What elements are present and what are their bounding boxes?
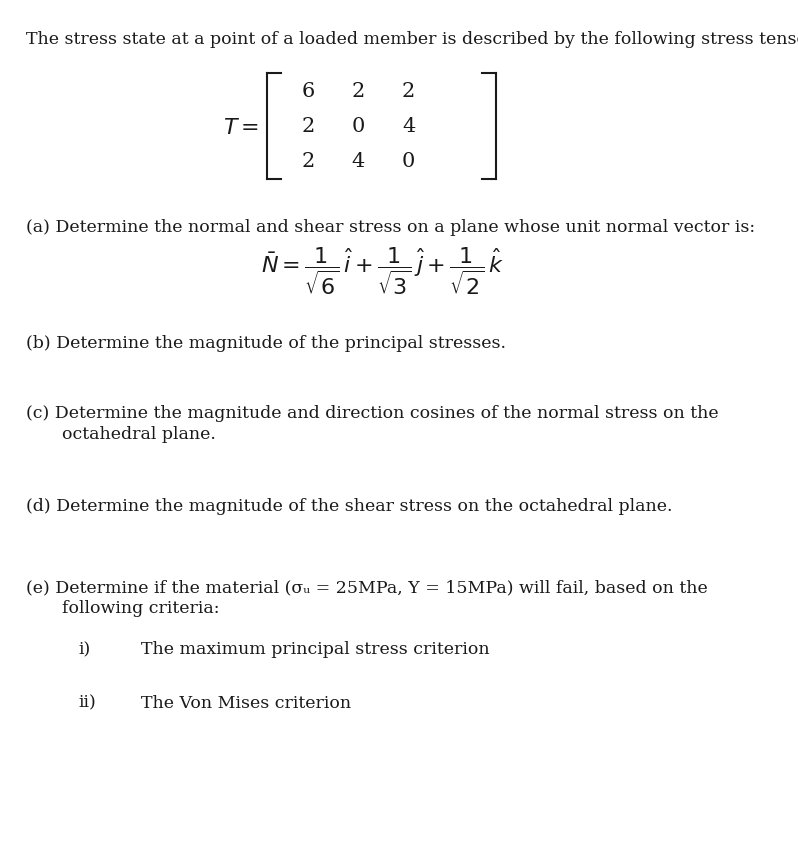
- Text: (d) Determine the magnitude of the shear stress on the octahedral plane.: (d) Determine the magnitude of the shear…: [26, 498, 672, 515]
- Text: 0: 0: [402, 152, 415, 171]
- Text: ii): ii): [78, 695, 96, 712]
- Text: i): i): [78, 641, 90, 658]
- Text: (b) Determine the magnitude of the principal stresses.: (b) Determine the magnitude of the princ…: [26, 335, 506, 353]
- Text: 6: 6: [302, 81, 314, 100]
- Text: The Von Mises criterion: The Von Mises criterion: [141, 695, 351, 712]
- Text: 2: 2: [402, 81, 415, 100]
- Text: 4: 4: [402, 117, 415, 136]
- Text: (a) Determine the normal and shear stress on a plane whose unit normal vector is: (a) Determine the normal and shear stres…: [26, 219, 755, 236]
- Text: 2: 2: [302, 117, 314, 136]
- Text: The stress state at a point of a loaded member is described by the following str: The stress state at a point of a loaded …: [26, 31, 798, 48]
- Text: (e) Determine if the material (σᵤ = 25MPa, Y = 15MPa) will fail, based on the: (e) Determine if the material (σᵤ = 25MP…: [26, 579, 707, 596]
- Text: following criteria:: following criteria:: [62, 600, 219, 617]
- Text: 4: 4: [352, 152, 365, 171]
- Text: 2: 2: [352, 81, 365, 100]
- Text: 2: 2: [302, 152, 314, 171]
- Text: The maximum principal stress criterion: The maximum principal stress criterion: [141, 641, 490, 658]
- Text: $\bar{N} = \dfrac{1}{\sqrt{6}}\,\hat{i} + \dfrac{1}{\sqrt{3}}\,\hat{j} + \dfrac{: $\bar{N} = \dfrac{1}{\sqrt{6}}\,\hat{i} …: [262, 245, 504, 297]
- Text: $T = $: $T = $: [223, 117, 259, 139]
- Text: (c) Determine the magnitude and direction cosines of the normal stress on the: (c) Determine the magnitude and directio…: [26, 405, 718, 422]
- Text: 0: 0: [352, 117, 365, 136]
- Text: octahedral plane.: octahedral plane.: [62, 426, 216, 443]
